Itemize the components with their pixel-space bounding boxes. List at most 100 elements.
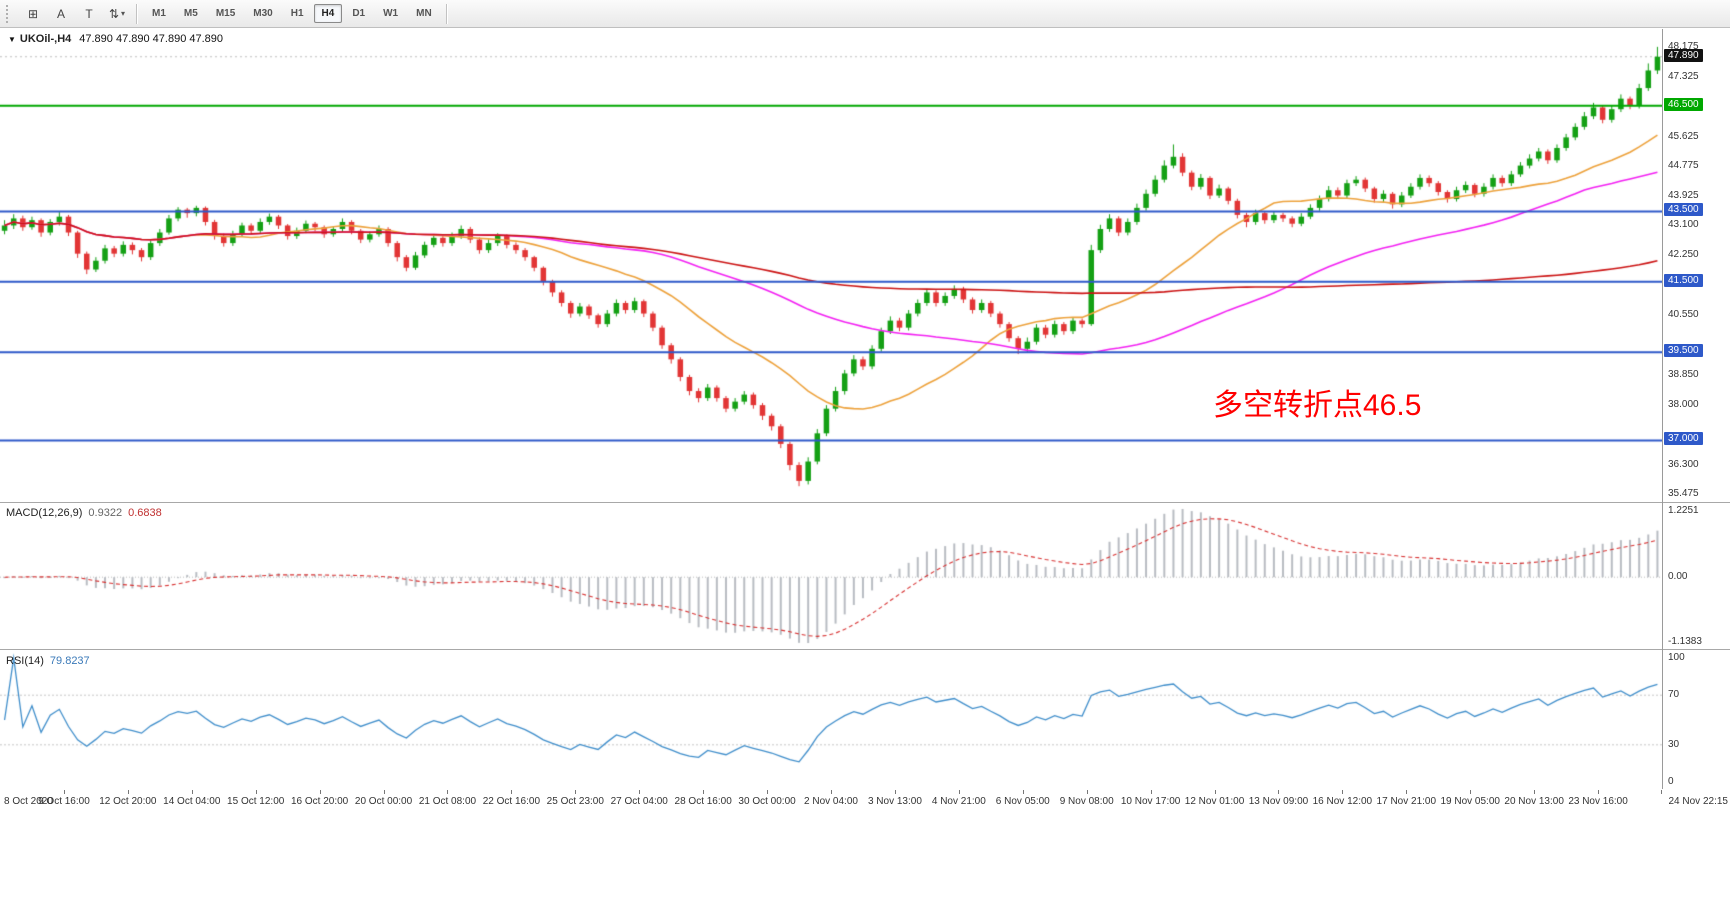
- time-axis-tick: [383, 790, 385, 794]
- time-axis-tick: [191, 790, 193, 794]
- toolbar-separator: [445, 3, 448, 24]
- time-axis-tick: [767, 790, 769, 794]
- time-axis-label: 17 Nov 21:00: [1376, 796, 1437, 807]
- symbol-label: ▼ UKOil-,H4 47.890 47.890 47.890 47.890: [8, 33, 223, 45]
- price-axis-label: 40.550: [1668, 309, 1699, 321]
- macd-panel-canvas[interactable]: [0, 503, 1662, 649]
- time-axis-tick: [575, 790, 577, 794]
- price-level-badge: 37.000: [1664, 432, 1703, 446]
- toolbar: ⊞ A T ⇅ ▾ M1 M5 M15 M30 H1 H4 D1 W1 MN: [0, 0, 1730, 28]
- timeframe-h1-button[interactable]: H1: [290, 8, 304, 19]
- price-level-badge: 41.500: [1664, 273, 1703, 287]
- price-axis-label: 42.250: [1668, 249, 1699, 261]
- rsi-panel-canvas[interactable]: [0, 650, 1662, 789]
- price-axis-border: [1662, 29, 1663, 789]
- cursor-tool-icon[interactable]: A: [56, 6, 65, 21]
- timeframe-m5-button[interactable]: M5: [183, 8, 198, 19]
- rsi-indicator-label: RSI(14) 79.8237: [6, 655, 90, 667]
- timeframe-m1-button[interactable]: M1: [152, 8, 166, 19]
- time-axis-tick: [958, 790, 960, 794]
- time-axis-label: 16 Nov 12:00: [1312, 796, 1373, 807]
- time-axis[interactable]: 8 Oct 2020 9 Oct 16:00 12 Oct 20:00 14 Oct …: [0, 789, 1730, 819]
- time-axis-label: 4 Nov 21:00: [931, 796, 986, 807]
- time-axis-tick: [1342, 790, 1344, 794]
- time-axis-tick: [703, 790, 705, 794]
- time-axis-label: 9 Nov 08:00: [1059, 796, 1114, 807]
- price-axis-label: 38.850: [1668, 369, 1699, 381]
- timeframe-m15-button[interactable]: M15: [215, 8, 236, 19]
- rsi-axis-label: 70: [1668, 689, 1680, 701]
- price-level-badge: 43.500: [1664, 203, 1703, 217]
- symbol-name: UKOil-,H4: [19, 33, 72, 45]
- symbol-triangle-icon: ▼: [8, 34, 16, 44]
- time-axis-label: 25 Oct 23:00: [546, 796, 604, 807]
- toolbar-separator: [136, 3, 138, 24]
- time-axis-tick: [1598, 790, 1600, 794]
- macd-axis-label: 0.00: [1668, 571, 1688, 583]
- macd-axis-label: -1.1383: [1668, 636, 1702, 647]
- price-axis-label: 38.000: [1668, 399, 1699, 411]
- panel-separator[interactable]: [0, 649, 1730, 650]
- macd-name: MACD(12,26,9): [6, 507, 83, 519]
- price-level-badge: 46.500: [1664, 97, 1703, 111]
- timeframe-h4-button[interactable]: H4: [313, 4, 343, 23]
- time-axis-label: 2 Nov 04:00: [804, 796, 858, 807]
- macd-main-value: 0.9322: [88, 507, 123, 519]
- time-axis-tick: [1086, 790, 1088, 794]
- panel-separator[interactable]: [0, 502, 1730, 503]
- timeframe-mn-button[interactable]: MN: [416, 8, 432, 19]
- price-axis-label: 45.625: [1668, 130, 1699, 142]
- macd-axis-label: 1.2251: [1668, 505, 1699, 516]
- time-axis-tick: [639, 790, 641, 794]
- time-axis-label: 3 Nov 13:00: [867, 796, 922, 807]
- text-tool-icon[interactable]: T: [85, 6, 93, 21]
- time-axis-label: 22 Oct 16:00: [482, 796, 541, 807]
- ohlc-values: 47.890 47.890 47.890 47.890: [79, 33, 224, 45]
- time-axis-label: 12 Oct 20:00: [99, 796, 157, 807]
- time-axis-tick: [894, 790, 896, 794]
- time-axis-tick: [255, 790, 257, 794]
- time-axis-tick: [1534, 790, 1536, 794]
- time-axis-tick: [1661, 790, 1662, 794]
- toolbar-timeframes-group: M1 M5 M15 M30 H1 H4 D1 W1 MN: [143, 4, 441, 23]
- rsi-value: 79.8237: [49, 655, 90, 667]
- price-axis[interactable]: 48.175 47.325 45.625 44.775 43.925 43.100 42.2…: [1663, 29, 1730, 897]
- rsi-axis-label: 30: [1668, 738, 1680, 750]
- time-axis-label: 6 Nov 05:00: [995, 796, 1050, 807]
- time-axis-tick: [831, 790, 832, 794]
- drawing-tools-icon[interactable]: ⇅ ▾: [108, 6, 126, 21]
- price-axis-label: 35.475: [1668, 488, 1699, 500]
- price-chart-canvas[interactable]: [0, 29, 1662, 502]
- time-axis-label: 21 Oct 08:00: [418, 796, 477, 807]
- toolbar-tools-group: ⊞ A T ⇅ ▾: [19, 2, 131, 26]
- charts-grid-icon[interactable]: ⊞: [27, 6, 39, 21]
- rsi-name: RSI(14): [6, 655, 44, 667]
- time-axis-tick: [1150, 790, 1152, 794]
- toolbar-grip[interactable]: [6, 4, 13, 23]
- annotation-text: 多空转折点46.5: [1213, 389, 1422, 422]
- rsi-axis-label: 100: [1668, 652, 1685, 663]
- time-axis-label: 19 Nov 05:00: [1440, 796, 1500, 807]
- timeframe-w1-button[interactable]: W1: [383, 8, 399, 19]
- time-axis-tick: [319, 790, 321, 794]
- time-axis-tick: [127, 790, 129, 794]
- macd-signal-value: 0.6838: [128, 507, 162, 519]
- time-axis-label: 14 Oct 04:00: [163, 796, 221, 807]
- macd-indicator-label: MACD(12,26,9) 0.9322 0.6838: [6, 507, 162, 519]
- time-axis-tick: [1022, 790, 1024, 794]
- current-price-badge: 47.890: [1664, 48, 1703, 62]
- time-axis-tick: [447, 790, 449, 794]
- time-axis-label: 8 Oct 2020: [4, 796, 53, 807]
- time-axis-label: 10 Nov 17:00: [1120, 796, 1181, 807]
- price-axis-label: 36.300: [1668, 459, 1699, 471]
- price-axis-label: 44.775: [1668, 160, 1699, 172]
- timeframe-d1-button[interactable]: D1: [352, 8, 366, 19]
- time-axis-tick: [63, 790, 65, 794]
- time-axis-label: 16 Oct 20:00: [290, 796, 349, 807]
- time-axis-label: 13 Nov 09:00: [1248, 796, 1309, 807]
- time-axis-tick: [1278, 790, 1280, 794]
- time-axis-label: 20 Nov 13:00: [1504, 796, 1564, 807]
- timeframe-m30-button[interactable]: M30: [253, 8, 273, 19]
- time-axis-label: 27 Oct 04:00: [610, 796, 668, 807]
- time-axis-tick: [1214, 790, 1216, 794]
